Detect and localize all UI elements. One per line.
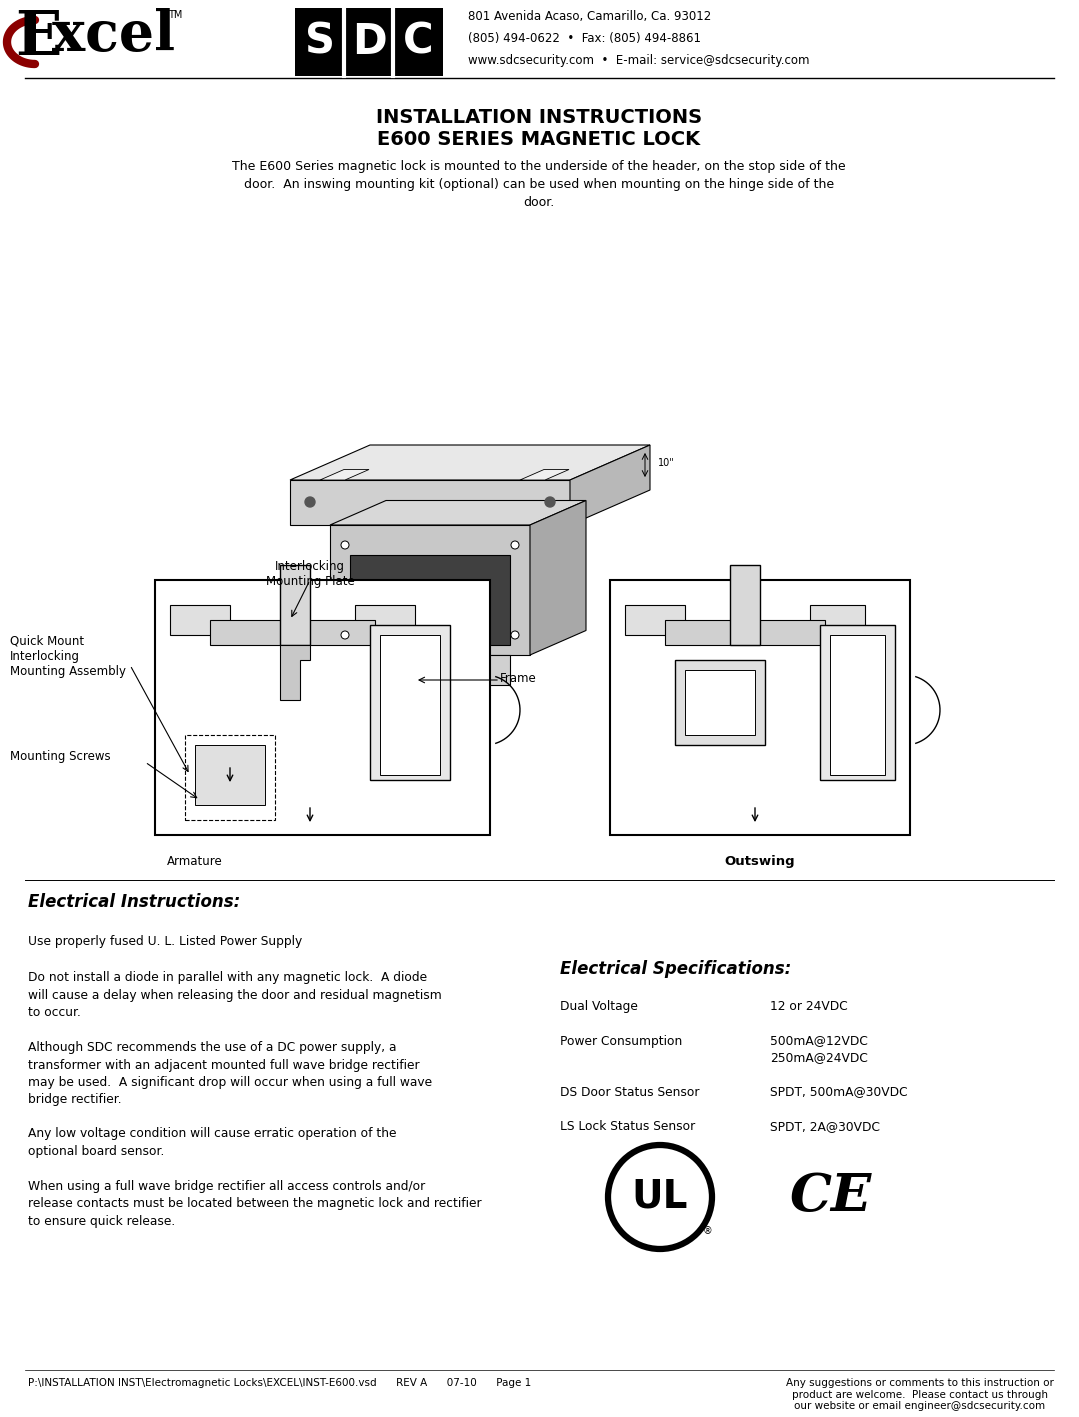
- Text: Mounting Screws: Mounting Screws: [10, 750, 111, 762]
- Polygon shape: [570, 445, 650, 526]
- Circle shape: [341, 631, 349, 639]
- Text: TM: TM: [168, 10, 182, 20]
- Polygon shape: [520, 469, 569, 480]
- Text: 10": 10": [658, 458, 674, 468]
- Polygon shape: [625, 605, 685, 635]
- Text: When using a full wave bridge rectifier all access controls and/or
release conta: When using a full wave bridge rectifier …: [28, 1180, 481, 1229]
- Text: P:\INSTALLATION INST\Electromagnetic Locks\EXCEL\INST-E600.vsd      REV A      0: P:\INSTALLATION INST\Electromagnetic Loc…: [28, 1377, 531, 1389]
- Bar: [350, 555, 510, 645]
- Polygon shape: [530, 500, 586, 655]
- Polygon shape: [350, 655, 510, 684]
- Text: SPDT, 2A@30VDC: SPDT, 2A@30VDC: [770, 1119, 880, 1134]
- Text: Armature: Armature: [167, 854, 223, 869]
- Bar: [675, 660, 765, 745]
- Circle shape: [341, 541, 349, 548]
- Text: S: S: [305, 21, 336, 62]
- Bar: [830, 635, 885, 775]
- Polygon shape: [330, 500, 586, 526]
- Text: INSTALLATION INSTRUCTIONS: INSTALLATION INSTRUCTIONS: [375, 108, 702, 128]
- Bar: [155, 580, 490, 835]
- Polygon shape: [330, 526, 530, 655]
- Circle shape: [511, 631, 519, 639]
- Polygon shape: [810, 605, 865, 635]
- Polygon shape: [290, 480, 570, 526]
- Text: Any suggestions or comments to this instruction or
product are welcome.  Please : Any suggestions or comments to this inst…: [787, 1377, 1054, 1411]
- Text: Outswing: Outswing: [725, 854, 795, 869]
- Text: SPDT, 500mA@30VDC: SPDT, 500mA@30VDC: [770, 1085, 907, 1098]
- Text: Use properly fused U. L. Listed Power Supply: Use properly fused U. L. Listed Power Su…: [28, 935, 302, 948]
- Bar: [370, 625, 450, 779]
- Text: LS Lock Status Sensor: LS Lock Status Sensor: [560, 1119, 695, 1134]
- Polygon shape: [279, 645, 310, 700]
- Text: Any low voltage condition will cause erratic operation of the
optional board sen: Any low voltage condition will cause err…: [28, 1127, 396, 1158]
- Text: Electrical Specifications:: Electrical Specifications:: [560, 959, 791, 978]
- Text: C: C: [402, 21, 433, 62]
- Text: 500mA@12VDC
250mA@24VDC: 500mA@12VDC 250mA@24VDC: [770, 1034, 868, 1064]
- Text: E: E: [15, 9, 62, 68]
- Text: Power Consumption: Power Consumption: [560, 1034, 682, 1047]
- Text: Although SDC recommends the use of a DC power supply, a
transformer with an adja: Although SDC recommends the use of a DC …: [28, 1041, 432, 1107]
- Polygon shape: [320, 469, 369, 480]
- Polygon shape: [355, 605, 415, 635]
- Text: (805) 494-0622  •  Fax: (805) 494-8861: (805) 494-0622 • Fax: (805) 494-8861: [468, 33, 701, 45]
- Text: Do not install a diode in parallel with any magnetic lock.  A diode
will cause a: Do not install a diode in parallel with …: [28, 972, 441, 1019]
- Text: Quick Mount
Interlocking
Mounting Assembly: Quick Mount Interlocking Mounting Assemb…: [10, 635, 126, 677]
- Polygon shape: [665, 621, 825, 645]
- Circle shape: [511, 541, 519, 548]
- Bar: [610, 580, 910, 835]
- Text: UL: UL: [631, 1178, 688, 1216]
- Text: CE: CE: [790, 1172, 872, 1223]
- Circle shape: [545, 497, 555, 507]
- Bar: [295, 9, 443, 77]
- Text: Dual Voltage: Dual Voltage: [560, 1000, 638, 1013]
- Bar: [820, 625, 894, 779]
- Bar: [380, 635, 440, 775]
- Text: The E600 Series magnetic lock is mounted to the underside of the header, on the : The E600 Series magnetic lock is mounted…: [232, 160, 846, 208]
- Polygon shape: [170, 605, 230, 635]
- Bar: [279, 565, 310, 645]
- Circle shape: [305, 497, 315, 507]
- Polygon shape: [210, 621, 375, 645]
- Text: D: D: [352, 21, 386, 62]
- Text: 801 Avenida Acaso, Camarillo, Ca. 93012: 801 Avenida Acaso, Camarillo, Ca. 93012: [468, 10, 711, 23]
- Text: xcel: xcel: [52, 9, 175, 62]
- Text: www.sdcsecurity.com  •  E-mail: service@sdcsecurity.com: www.sdcsecurity.com • E-mail: service@sd…: [468, 54, 809, 67]
- Text: Frame: Frame: [500, 672, 536, 684]
- Bar: [730, 565, 760, 645]
- Text: E600 SERIES MAGNETIC LOCK: E600 SERIES MAGNETIC LOCK: [378, 130, 700, 149]
- Text: ®: ®: [704, 1226, 713, 1236]
- Text: 12 or 24VDC: 12 or 24VDC: [770, 1000, 848, 1013]
- Bar: [185, 735, 275, 820]
- Text: Electrical Instructions:: Electrical Instructions:: [28, 893, 241, 911]
- Bar: [195, 745, 265, 805]
- Bar: [685, 670, 755, 735]
- Text: DS Door Status Sensor: DS Door Status Sensor: [560, 1085, 699, 1098]
- Text: Interlocking
Mounting Plate: Interlocking Mounting Plate: [265, 560, 354, 588]
- Polygon shape: [290, 445, 650, 480]
